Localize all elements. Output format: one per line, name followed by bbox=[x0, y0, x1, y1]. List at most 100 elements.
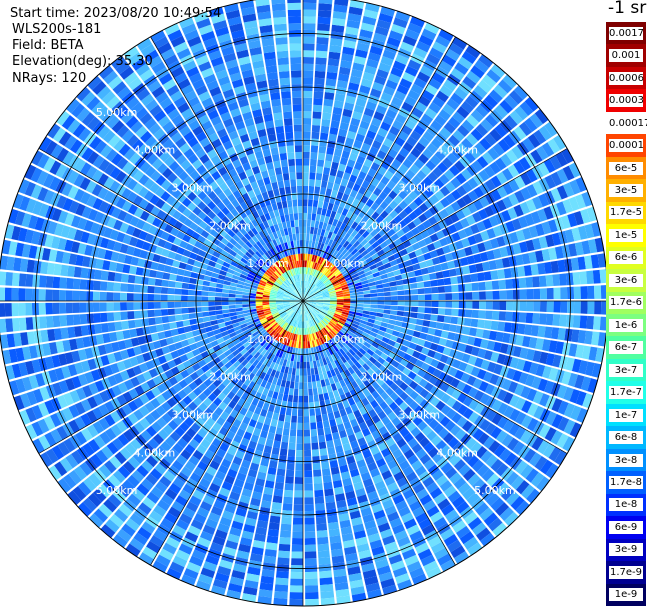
ppi-gate-cell bbox=[79, 313, 88, 325]
ppi-gate-cell bbox=[342, 309, 350, 313]
ppi-gate-cell bbox=[324, 326, 331, 333]
ppi-gate-cell bbox=[545, 411, 557, 426]
ppi-gate-cell bbox=[361, 344, 369, 352]
ppi-gate-cell bbox=[316, 421, 324, 429]
ppi-gate-cell bbox=[323, 302, 331, 304]
ppi-gate-cell bbox=[241, 530, 254, 540]
ppi-gate-cell bbox=[429, 407, 440, 418]
ppi-gate-cell bbox=[12, 317, 20, 332]
ppi-gate-cell bbox=[370, 308, 378, 313]
ppi-gate-cell bbox=[335, 381, 342, 390]
ppi-gate-cell bbox=[210, 585, 226, 596]
ppi-gate-cell bbox=[391, 347, 400, 355]
ppi-gate-cell bbox=[304, 476, 313, 484]
ppi-gate-cell bbox=[188, 412, 199, 422]
ppi-gate-cell bbox=[505, 149, 518, 163]
ppi-gate-cell bbox=[423, 442, 435, 453]
ppi-gate-cell bbox=[328, 331, 335, 338]
ppi-gate-cell bbox=[407, 89, 421, 101]
ppi-gate-cell bbox=[317, 23, 331, 32]
ppi-gate-cell bbox=[358, 218, 367, 227]
ppi-gate-cell bbox=[342, 271, 350, 277]
ppi-gate-cell bbox=[438, 254, 447, 264]
ppi-gate-cell bbox=[217, 565, 232, 576]
ppi-gate-cell bbox=[424, 392, 435, 403]
ppi-gate-cell bbox=[239, 383, 248, 392]
ppi-gate-cell bbox=[485, 396, 497, 409]
ppi-gate-cell bbox=[402, 548, 417, 560]
ppi-gate-cell bbox=[304, 531, 316, 539]
ppi-gate-cell bbox=[455, 209, 466, 220]
ppi-gate-cell bbox=[560, 301, 568, 313]
ppi-gate-cell bbox=[317, 428, 325, 436]
ppi-gate-cell bbox=[445, 181, 456, 193]
ppi-gate-cell bbox=[294, 320, 298, 328]
ppi-gate-cell bbox=[187, 525, 201, 537]
ppi-gate-cell bbox=[284, 323, 290, 331]
ppi-gate-cell bbox=[162, 542, 177, 555]
ppi-gate-cell bbox=[314, 308, 321, 313]
ppi-gate-cell bbox=[315, 373, 320, 382]
ppi-gate-cell bbox=[408, 251, 417, 259]
ppi-gate-cell bbox=[307, 306, 312, 312]
ppi-gate-cell bbox=[367, 94, 380, 105]
ppi-gate-cell bbox=[317, 352, 322, 360]
ppi-gate-cell bbox=[295, 456, 303, 464]
ppi-gate-cell bbox=[358, 246, 366, 254]
ppi-gate-cell bbox=[329, 320, 336, 327]
ppi-gate-cell bbox=[484, 133, 497, 147]
ppi-gate-cell bbox=[461, 420, 473, 433]
ppi-gate-cell bbox=[462, 395, 474, 407]
ppi-gate-cell bbox=[328, 391, 335, 400]
ppi-gate-cell bbox=[311, 435, 318, 444]
ppi-gate-cell bbox=[358, 210, 367, 219]
ppi-gate-cell bbox=[255, 361, 263, 370]
ppi-gate-cell bbox=[321, 309, 328, 314]
ppi-gate-cell bbox=[313, 482, 323, 491]
ppi-gate-cell bbox=[247, 372, 256, 381]
ppi-gate-cell bbox=[316, 295, 323, 299]
ppi-gate-cell bbox=[349, 237, 357, 246]
ppi-gate-cell bbox=[594, 301, 602, 315]
ppi-gate-cell bbox=[521, 400, 533, 414]
ppi-gate-cell bbox=[340, 436, 350, 445]
ppi-gate-cell bbox=[382, 584, 398, 596]
ppi-gate-cell bbox=[351, 346, 359, 354]
ppi-gate-cell bbox=[291, 340, 295, 348]
ppi-gate-cell bbox=[347, 566, 361, 576]
ppi-gate-cell bbox=[259, 329, 267, 336]
ppi-gate-cell bbox=[318, 557, 331, 565]
ppi-gate-cell bbox=[466, 70, 481, 84]
ppi-gate-cell bbox=[445, 467, 458, 480]
ppi-gate-cell bbox=[505, 311, 513, 322]
ppi-gate-cell bbox=[329, 297, 337, 300]
ppi-gate-cell bbox=[369, 192, 378, 202]
ppi-gate-cell bbox=[309, 340, 313, 348]
ppi-gate-cell bbox=[277, 327, 284, 334]
ppi-gate-cell bbox=[403, 195, 414, 205]
ppi-gate-cell bbox=[303, 361, 307, 369]
ppi-gate-cell bbox=[369, 285, 377, 290]
ppi-gate-cell bbox=[279, 530, 291, 538]
ppi-gate-cell bbox=[151, 421, 162, 433]
ppi-gate-cell bbox=[362, 310, 370, 315]
ppi-gate-cell bbox=[373, 256, 382, 264]
ppi-gate-cell bbox=[353, 317, 362, 323]
ppi-gate-cell bbox=[340, 178, 349, 187]
ppi-gate-cell bbox=[303, 301, 305, 308]
ppi-gate-cell bbox=[113, 282, 121, 292]
ppi-gate-cell bbox=[526, 488, 541, 504]
ppi-gate-cell bbox=[454, 87, 468, 100]
ppi-gate-cell bbox=[294, 477, 303, 484]
ppi-gate-cell bbox=[176, 454, 188, 466]
ppi-gate-cell bbox=[292, 305, 298, 311]
ppi-gate-cell bbox=[340, 283, 349, 289]
ppi-gate-cell bbox=[203, 397, 213, 407]
ppi-gate-cell bbox=[439, 416, 451, 427]
ppi-gate-cell bbox=[347, 281, 355, 287]
ppi-gate-cell bbox=[188, 283, 196, 290]
ppi-gate-cell bbox=[545, 353, 555, 366]
ppi-gate-cell bbox=[450, 424, 462, 436]
ppi-gate-cell bbox=[299, 375, 303, 383]
ppi-gate-cell bbox=[483, 240, 493, 251]
